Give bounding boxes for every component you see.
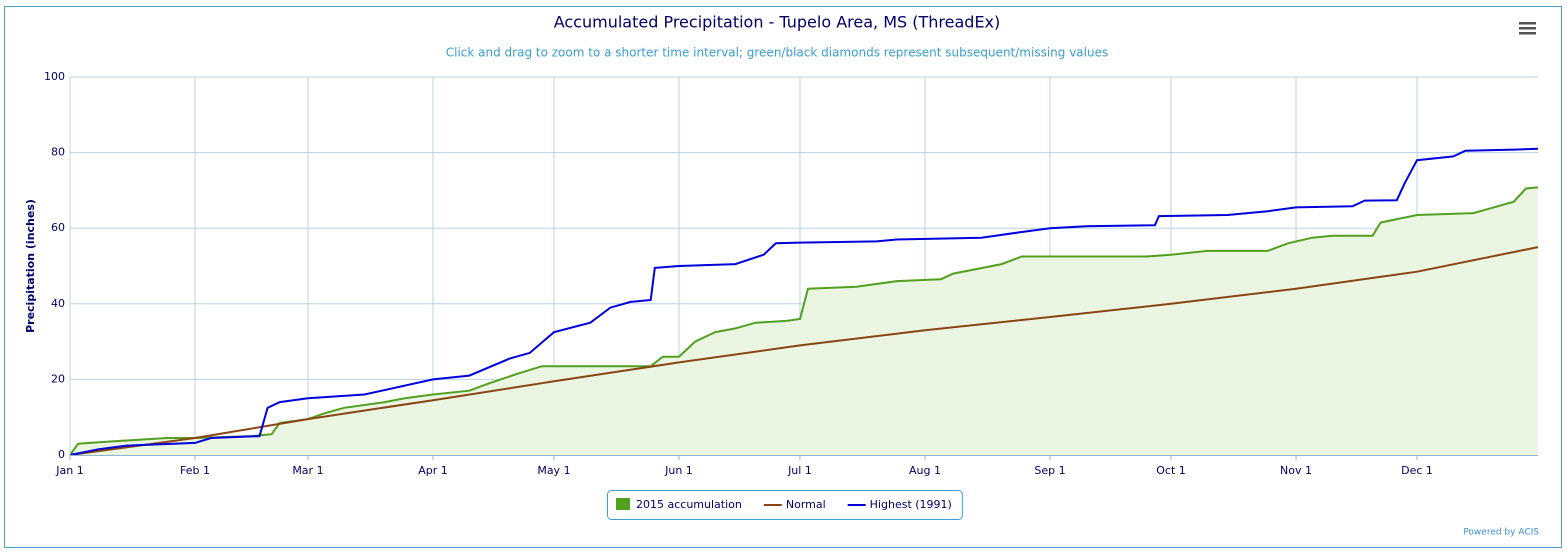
chart-title: Accumulated Precipitation - Tupelo Area,… [554, 13, 1001, 32]
x-tick-label: Sep 1 [1034, 464, 1065, 477]
menu-bar [1519, 32, 1536, 35]
legend-label: Highest (1991) [870, 498, 952, 511]
x-tick-label: Mar 1 [292, 464, 323, 477]
legend-box [607, 490, 963, 520]
x-tick-label: Aug 1 [909, 464, 941, 477]
y-axis-title: Precipitation (inches) [24, 199, 37, 333]
menu-bar [1519, 27, 1536, 30]
legend-label: Normal [786, 498, 826, 511]
series-line [69, 147, 1539, 456]
x-tick-label: Oct 1 [1156, 464, 1186, 477]
y-tick-label: 60 [51, 221, 65, 234]
credit: Powered by ACIS [1463, 528, 1539, 538]
menu-bar [1519, 22, 1536, 25]
y-tick-label: 100 [44, 70, 65, 83]
x-tick-label: Dec 1 [1401, 464, 1433, 477]
x-tick-label: Jan 1 [55, 464, 83, 477]
legend: 2015 accumulation Normal Highest (1991) [607, 490, 963, 520]
x-tick-label: Jul 1 [787, 464, 812, 477]
x-tick-label: Apr 1 [418, 464, 448, 477]
x-tick-label: Jun 1 [664, 464, 693, 477]
x-tick-label: May 1 [537, 464, 570, 477]
x-tick-label: Nov 1 [1280, 464, 1312, 477]
area [70, 187, 1538, 455]
y-tick-label: 40 [51, 297, 65, 310]
x-tick-label: Feb 1 [180, 464, 210, 477]
y-tick-label: 80 [51, 146, 65, 159]
menu-button[interactable] [1519, 22, 1536, 35]
legend-label: 2015 accumulation [636, 498, 742, 511]
legend-swatch [616, 498, 630, 510]
series-line [69, 246, 1539, 456]
chart-subtitle: Click and drag to zoom to a shorter time… [446, 46, 1108, 60]
y-tick-label: 20 [51, 372, 65, 385]
y-tick-label: 0 [58, 448, 65, 461]
